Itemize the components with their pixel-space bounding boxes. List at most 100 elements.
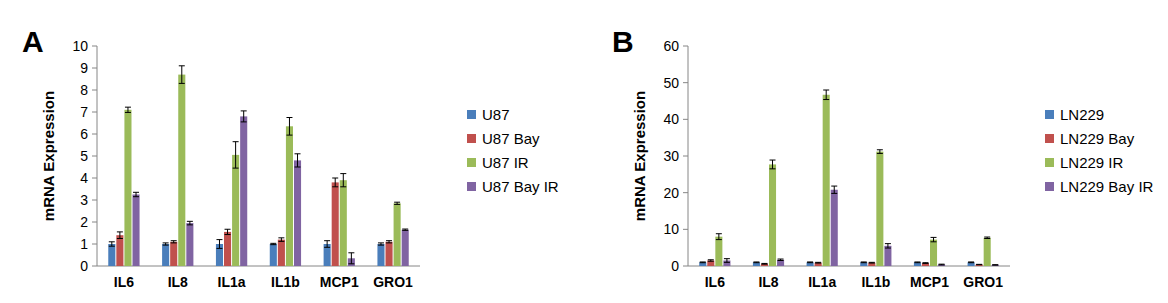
- error-bar: [939, 264, 945, 266]
- legend-label: U87 Bay IR: [482, 178, 559, 195]
- error-bar: [340, 174, 346, 187]
- y-tick: [683, 266, 688, 267]
- error-bar: [348, 253, 354, 264]
- bar: [922, 263, 929, 266]
- bar: [992, 265, 999, 266]
- y-axis: [688, 46, 689, 266]
- y-tick-label: 10: [72, 38, 88, 54]
- y-tick-label: 60: [663, 38, 679, 54]
- legend: LN229LN229 BayLN229 IRLN229 Bay IR: [1045, 106, 1154, 195]
- legend-label: U87 IR: [482, 154, 529, 171]
- error-bar: [332, 178, 338, 187]
- bar: [876, 152, 883, 266]
- y-tick-label: 20: [663, 185, 679, 201]
- y-tick: [92, 178, 97, 179]
- bar: [699, 262, 706, 266]
- y-tick-label: 9: [80, 60, 88, 76]
- bar: [769, 164, 776, 266]
- bar: [984, 238, 991, 266]
- bar: [777, 260, 784, 266]
- bar: [402, 230, 409, 266]
- error-bar: [225, 229, 231, 234]
- y-tick: [683, 229, 688, 230]
- y-tick: [92, 68, 97, 69]
- error-bar: [761, 263, 767, 265]
- legend: U87 U87 Bay U87 IR U87 Bay IR: [467, 106, 559, 195]
- error-bar: [179, 66, 185, 84]
- bar: [232, 155, 239, 266]
- panel: AmRNA Expression012345678910IL6IL8IL1aIL…: [22, 25, 559, 290]
- error-bar: [716, 234, 722, 240]
- y-tick-label: 30: [663, 148, 679, 164]
- bar: [124, 110, 131, 266]
- bar: [108, 244, 115, 266]
- panel-label: A: [22, 25, 44, 58]
- bar: [286, 126, 293, 266]
- x-tick-label: GRO1: [373, 274, 413, 290]
- bar: [377, 244, 384, 266]
- x-tick-label: IL6: [705, 274, 725, 290]
- legend-label: LN229 Bay: [1060, 130, 1135, 147]
- error-bar: [117, 232, 123, 239]
- error-bar: [163, 243, 169, 245]
- error-bar: [394, 202, 400, 204]
- error-bar: [708, 260, 714, 261]
- error-bar: [807, 261, 813, 263]
- error-bar: [241, 111, 247, 122]
- bar: [860, 262, 867, 266]
- error-bar: [278, 238, 284, 242]
- error-bar: [976, 264, 982, 265]
- error-bar: [386, 241, 392, 243]
- bar: [294, 160, 301, 266]
- bars: [108, 66, 408, 266]
- bar: [914, 262, 921, 266]
- y-tick: [683, 46, 688, 47]
- x-tick-label: IL1b: [271, 274, 300, 290]
- y-tick: [92, 244, 97, 245]
- error-bar: [869, 262, 875, 264]
- y-tick-label: 6: [80, 126, 88, 142]
- error-bar: [270, 243, 276, 244]
- bars: [699, 90, 999, 266]
- panel: BmRNA Expression0102030405060IL6IL8IL1aI…: [612, 25, 1154, 290]
- legend-label: LN229 IR: [1060, 154, 1124, 171]
- y-tick-label: 8: [80, 82, 88, 98]
- y-tick-label: 7: [80, 104, 88, 120]
- bar: [815, 263, 822, 266]
- y-tick-label: 0: [671, 258, 679, 274]
- y-tick: [92, 266, 97, 267]
- x-axis: [688, 266, 1010, 267]
- error-bar: [815, 262, 821, 264]
- bar: [807, 262, 814, 266]
- legend-label: U87 Bay: [482, 130, 540, 147]
- x-axis: [97, 266, 420, 267]
- y-tick: [92, 90, 97, 91]
- legend-label: U87: [482, 106, 510, 123]
- bar: [884, 246, 891, 266]
- y-tick-label: 50: [663, 75, 679, 91]
- bar: [186, 223, 193, 266]
- legend-swatch: [467, 182, 476, 191]
- bar: [868, 263, 875, 266]
- legend-swatch: [1045, 110, 1054, 119]
- x-tick-label: MCP1: [320, 274, 359, 290]
- error-bar: [831, 186, 837, 193]
- y-tick-label: 4: [80, 170, 88, 186]
- error-bar: [171, 241, 177, 243]
- error-bar: [861, 261, 867, 263]
- bar: [938, 265, 945, 266]
- x-tick-label: MCP1: [910, 274, 949, 290]
- x-tick-label: IL1b: [861, 274, 890, 290]
- error-bar: [992, 264, 998, 265]
- x-tick-label: IL8: [168, 274, 188, 290]
- bar: [707, 261, 714, 267]
- bar: [340, 180, 347, 266]
- error-bar: [324, 241, 330, 248]
- y-tick: [683, 156, 688, 157]
- y-tick-label: 3: [80, 192, 88, 208]
- error-bar: [700, 261, 706, 263]
- error-bar: [402, 229, 408, 230]
- y-tick-label: 1: [80, 236, 88, 252]
- legend-label: LN229 Bay IR: [1060, 178, 1154, 195]
- error-bar: [286, 118, 292, 136]
